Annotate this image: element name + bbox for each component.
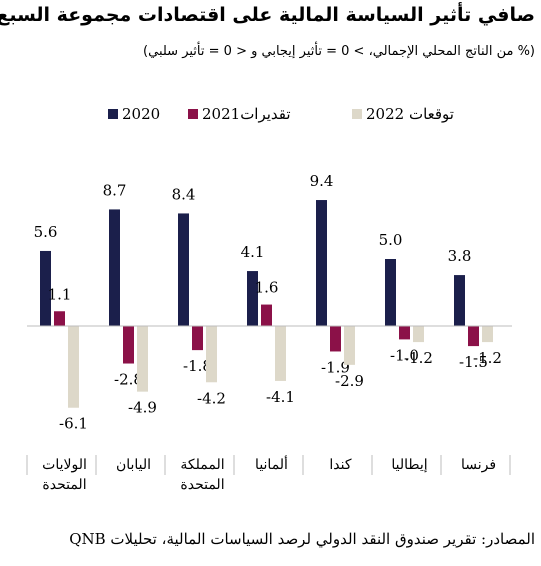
legend-swatch-2: [352, 109, 362, 119]
legend-swatch-0: [108, 109, 118, 119]
bar-1-3: [261, 304, 272, 326]
data-label-0-0: 5.6: [34, 223, 58, 241]
category-label-3: ألمانيا: [255, 454, 288, 473]
data-label-1-1: -2.8: [114, 371, 143, 389]
data-label-2-4: -2.9: [335, 372, 364, 390]
chart-title: صافي تأثير السياسة المالية على اقتصادات …: [0, 4, 535, 26]
data-label-0-1: 8.7: [103, 181, 127, 199]
bar-2-2: [206, 326, 217, 383]
bar-0-0: [40, 250, 51, 326]
data-label-1-0: 1.1: [48, 285, 72, 303]
data-label-2-5: -1.2: [404, 349, 433, 367]
data-label-2-3: -4.1: [266, 388, 295, 406]
data-label-0-3: 4.1: [241, 243, 265, 261]
category-label-6: فرنسا: [461, 457, 496, 473]
legend-swatch-1: [188, 109, 198, 119]
legend-label-1: تقديرات2021: [202, 105, 291, 123]
legend-label-2: توقعات 2022: [366, 105, 454, 123]
legend-label-0: 2020: [122, 105, 160, 123]
data-label-2-0: -6.1: [59, 415, 88, 433]
bar-0-5: [385, 259, 396, 326]
bar-0-2: [178, 213, 189, 326]
data-label-1-3: 1.6: [255, 279, 279, 297]
category-label-1: اليابان: [116, 457, 151, 473]
bar-1-1: [123, 326, 134, 364]
bar-2-0: [68, 326, 79, 408]
category-label-4: كندا: [329, 457, 351, 473]
data-label-1-4: -1.9: [321, 358, 350, 376]
data-label-2-1: -4.9: [128, 399, 157, 417]
data-label-0-2: 8.4: [172, 185, 196, 203]
bar-2-5: [413, 326, 424, 343]
bar-2-3: [275, 326, 286, 381]
data-label-0-4: 9.4: [310, 172, 334, 190]
bar-2-1: [137, 326, 148, 392]
category-label-5: إيطاليا: [391, 457, 427, 473]
data-label-1-5: -1.0: [390, 346, 419, 364]
bar-1-5: [399, 326, 410, 340]
bar-1-2: [192, 326, 203, 351]
data-label-2-6: -1.2: [473, 349, 502, 367]
bar-0-1: [109, 209, 120, 326]
bar-1-4: [330, 326, 341, 352]
chart-subtitle: (% من الناتج المحلي الإجمالي، > 0 = تأثي…: [143, 44, 535, 59]
source-note: المصادر: تقرير صندوق النقد الدولي لرصد ا…: [69, 530, 535, 548]
data-label-1-6: -1.5: [459, 353, 488, 371]
category-label-0: الولايات المتحدة: [42, 457, 87, 493]
bar-0-3: [247, 271, 258, 326]
data-label-0-5: 5.0: [379, 231, 403, 249]
data-label-1-2: -1.8: [183, 357, 212, 375]
bar-0-4: [316, 200, 327, 326]
bar-1-0: [54, 311, 65, 326]
bar-2-4: [344, 326, 355, 365]
bar-0-6: [454, 275, 465, 326]
bar-2-6: [482, 326, 493, 343]
bar-1-6: [468, 326, 479, 347]
data-label-2-2: -4.2: [197, 389, 226, 407]
data-label-0-6: 3.8: [448, 247, 472, 265]
category-label-2: المملكة المتحدة: [180, 457, 224, 493]
